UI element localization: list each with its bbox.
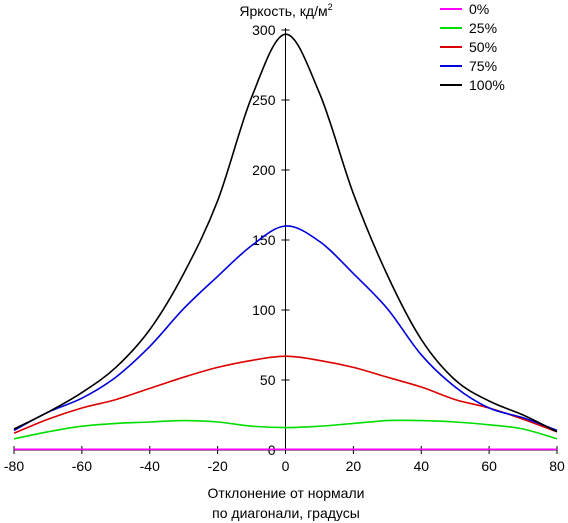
- legend-label: 75%: [469, 58, 497, 74]
- legend-label: 100%: [469, 77, 505, 93]
- y-tick-label: 150: [252, 232, 276, 248]
- legend-label: 25%: [469, 20, 497, 36]
- x-tick-label: -20: [208, 458, 228, 474]
- series-line-100pct: [13, 33, 558, 433]
- y-axis-title-superscript: 2: [328, 2, 333, 12]
- legend: 0% 25% 50% 75% 100%: [440, 1, 505, 93]
- y-tick-label: 250: [252, 92, 276, 108]
- y-tick-label: 200: [252, 162, 276, 178]
- y-tick-label: 100: [252, 302, 276, 318]
- x-tick-label: 0: [282, 458, 290, 474]
- x-tick-label: -80: [4, 458, 24, 474]
- x-tick-label: 80: [549, 458, 565, 474]
- y-axis-title-text: Яркость, кд/м: [239, 3, 327, 19]
- x-tick-label: 20: [346, 458, 362, 474]
- y-tick-label: 50: [260, 372, 276, 388]
- legend-label: 0%: [469, 1, 489, 17]
- x-tick-label: 60: [481, 458, 497, 474]
- series-line-25pct: [13, 419, 558, 440]
- legend-label: 50%: [469, 39, 497, 55]
- x-axis-title-line1: Отклонение от нормали: [208, 485, 365, 501]
- x-tick-label: -60: [72, 458, 92, 474]
- x-tick-label: 40: [413, 458, 429, 474]
- series-lines: [13, 33, 558, 451]
- series-line-50pct: [13, 355, 558, 434]
- x-axis-title-line2: по диагонали, градусы: [212, 505, 360, 521]
- x-tick-label: -40: [140, 458, 160, 474]
- series-line-75pct: [13, 225, 558, 432]
- y-tick-label: 300: [252, 22, 276, 38]
- y-axis-title: Яркость, кд/м2: [239, 2, 332, 19]
